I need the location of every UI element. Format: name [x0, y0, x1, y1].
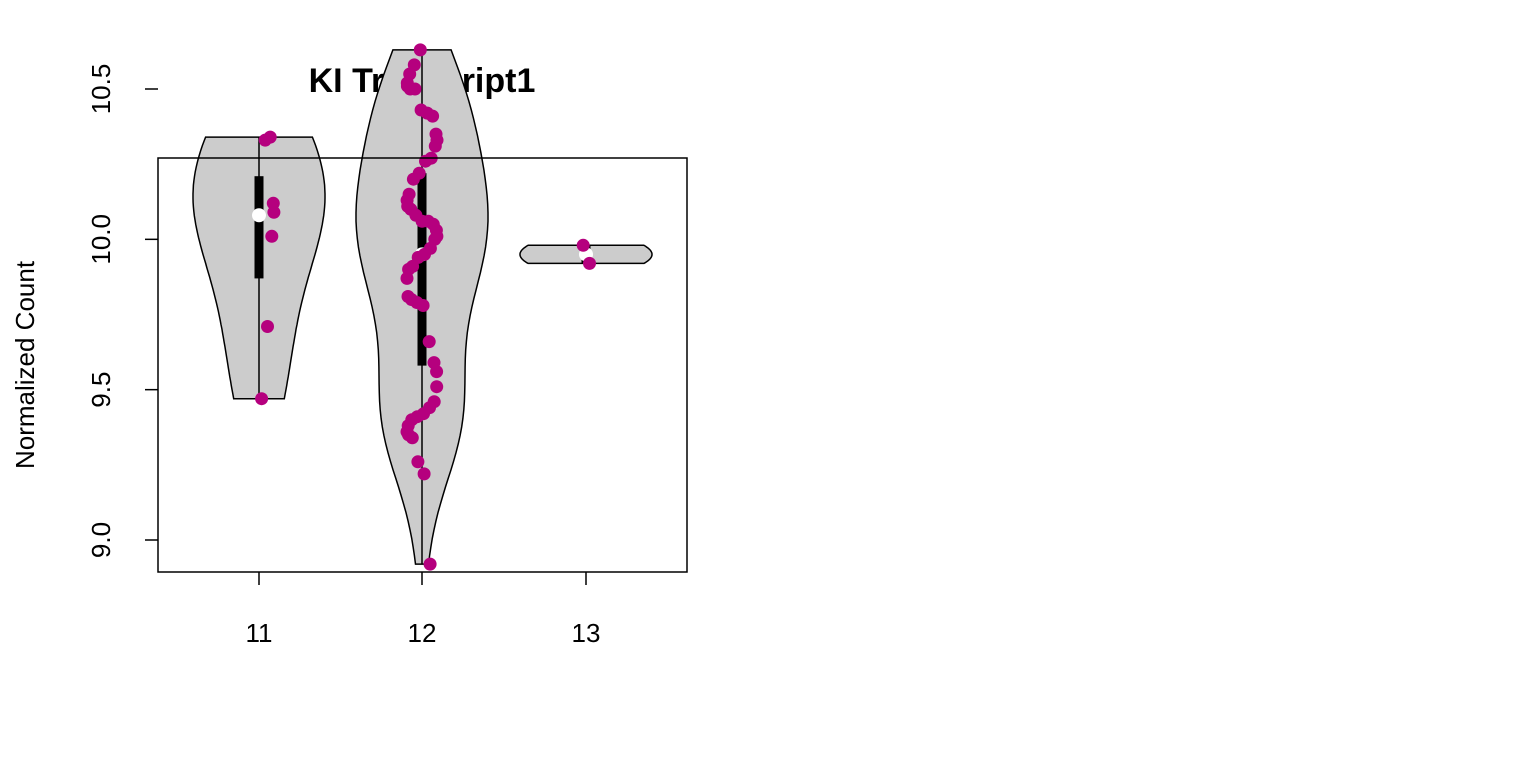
data-point-12: [408, 82, 422, 96]
data-point-12: [430, 365, 444, 379]
data-point-11: [263, 130, 277, 144]
data-point-12: [400, 271, 414, 285]
data-point-11: [267, 205, 281, 219]
data-point-12: [423, 557, 437, 571]
median-11: [252, 208, 266, 223]
data-point-12: [430, 380, 444, 394]
data-point-12: [422, 335, 436, 349]
data-point-12: [405, 431, 419, 445]
points-layer: [255, 43, 596, 571]
y-tick-label: 9.0: [86, 522, 116, 558]
data-point-12: [416, 299, 430, 312]
data-point-11: [265, 229, 279, 243]
iqr-box-12: [417, 173, 427, 366]
data-point-12: [417, 467, 431, 481]
y-axis: 9.0 9.5 10.0 10.5: [86, 64, 158, 558]
data-point-12: [419, 154, 432, 168]
data-point-12: [406, 172, 420, 186]
x-tick-label: 11: [246, 618, 273, 648]
y-axis-label: Normalized Count: [10, 260, 40, 469]
x-axis: 11 12 13: [246, 572, 601, 648]
data-point-12: [413, 43, 427, 57]
y-tick-label: 9.5: [86, 372, 116, 408]
data-point-13: [576, 238, 590, 252]
x-tick-label: 12: [408, 618, 437, 648]
iqr-box-11: [254, 176, 264, 279]
data-point-11: [261, 320, 274, 333]
data-point-13: [583, 256, 596, 270]
y-tick-label: 10.5: [86, 64, 116, 115]
data-point-12: [411, 455, 425, 469]
data-point-12: [426, 109, 440, 123]
data-point-12: [428, 139, 442, 153]
x-tick-label: 13: [572, 618, 601, 648]
data-point-11: [255, 392, 269, 406]
y-tick-label: 10.0: [86, 214, 116, 265]
